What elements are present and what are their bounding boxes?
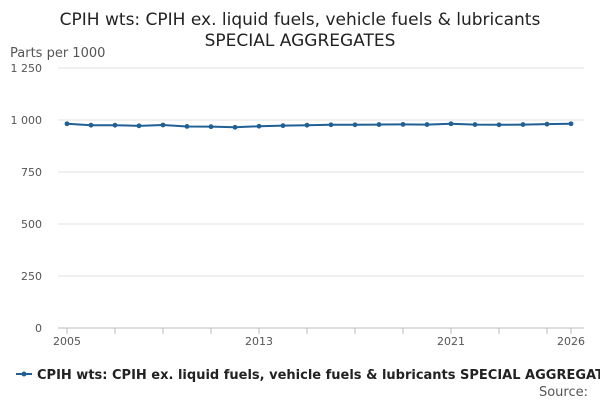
legend: CPIH wts: CPIH ex. liquid fuels, vehicle… [16, 368, 600, 383]
data-point-2013 [256, 123, 262, 129]
legend-label-0: CPIH wts: CPIH ex. liquid fuels, vehicle… [37, 368, 600, 383]
y-axis-unit-label: Parts per 1000 [10, 46, 105, 61]
chart-title-line-1: CPIH wts: CPIH ex. liquid fuels, vehicle… [60, 10, 541, 30]
data-point-2022 [472, 122, 478, 127]
y-axis-ticks: 0 250 500 750 1 000 1 250 [11, 62, 43, 335]
gridlines [58, 67, 584, 277]
data-point-2025 [544, 121, 550, 127]
data-point-2019 [400, 121, 406, 127]
data-point-2009 [160, 122, 166, 128]
data-point-2023 [496, 122, 502, 128]
data-point-2005 [64, 121, 70, 127]
data-point-2020 [424, 122, 430, 127]
data-point-2010 [184, 124, 190, 129]
data-point-2014 [280, 123, 286, 129]
y-tick-label-1250: 1 250 [11, 62, 43, 75]
y-tick-label-500: 500 [21, 218, 42, 231]
x-axis: 2005 2013 2021 2026 [53, 327, 585, 348]
data-point-2006 [88, 122, 94, 128]
data-point-2016 [328, 122, 334, 128]
x-tick-label-2005: 2005 [53, 335, 81, 348]
data-point-2017 [352, 122, 358, 128]
data-point-2018 [376, 122, 382, 127]
y-tick-label-0: 0 [35, 322, 42, 335]
data-point-2026 [568, 121, 574, 127]
series-line-0 [66, 122, 572, 129]
x-tick-label-2026: 2026 [557, 335, 585, 348]
x-tick-label-2021: 2021 [437, 335, 465, 348]
data-point-2008 [136, 123, 142, 129]
series-layer [64, 121, 574, 130]
legend-swatch-marker-0 [21, 371, 27, 377]
data-point-2007 [112, 122, 118, 128]
data-point-2021 [448, 121, 454, 127]
y-tick-label-750: 750 [21, 166, 42, 179]
data-point-2024 [520, 122, 526, 127]
data-point-2015 [304, 122, 310, 128]
data-point-2012 [232, 124, 238, 130]
x-tick-label-2013: 2013 [245, 335, 273, 348]
y-tick-label-250: 250 [21, 270, 42, 283]
data-point-2011 [208, 124, 214, 130]
source-label: Source: [539, 385, 588, 400]
y-tick-label-1000: 1 000 [11, 114, 43, 127]
chart-title-line-2: SPECIAL AGGREGATES [205, 31, 396, 51]
